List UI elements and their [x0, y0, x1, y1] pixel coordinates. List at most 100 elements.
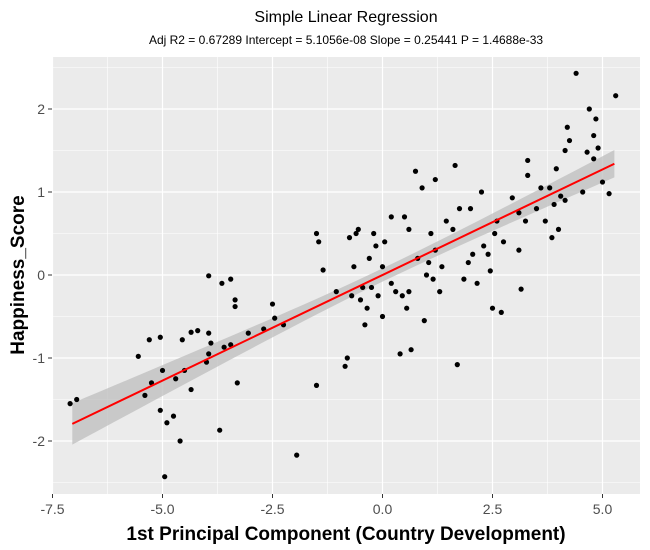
data-point	[349, 293, 355, 299]
data-point	[542, 218, 548, 224]
data-point	[489, 305, 496, 311]
data-point	[206, 351, 212, 357]
data-point	[595, 145, 601, 151]
data-point	[478, 189, 485, 195]
data-point	[219, 280, 225, 286]
data-point	[412, 168, 419, 174]
data-point	[593, 116, 599, 122]
data-point	[516, 210, 522, 216]
data-point	[232, 297, 238, 303]
data-point	[538, 185, 544, 191]
data-point	[388, 280, 394, 286]
data-point	[164, 420, 170, 426]
data-point	[551, 201, 557, 208]
data-point	[142, 392, 148, 398]
data-point	[404, 305, 410, 311]
data-point	[452, 162, 458, 169]
data-point	[470, 251, 476, 257]
data-point	[500, 239, 507, 245]
confidence-band-layer	[72, 150, 615, 445]
data-point	[443, 218, 449, 224]
data-point	[382, 239, 388, 245]
data-point	[573, 70, 579, 76]
data-point	[221, 344, 227, 350]
y-axis-title: Happiness_Score	[8, 195, 29, 354]
x-tick-label: 5.0	[593, 501, 613, 517]
data-point	[379, 313, 386, 320]
data-point	[320, 267, 326, 273]
x-axis-ticks: -7.5 -5.0 -2.5 0.0 2.5 5.0	[40, 494, 612, 517]
y-axis-ticks: -2 -1 0 1 2	[33, 101, 52, 449]
data-point	[313, 382, 320, 388]
data-point	[492, 230, 498, 237]
data-point	[509, 195, 515, 201]
data-point	[179, 337, 185, 343]
data-point	[397, 351, 403, 357]
data-point	[450, 226, 456, 232]
data-point	[344, 355, 350, 361]
chart-subtitle: Adj R2 = 0.67289 Intercept = 5.1056e-08 …	[149, 33, 543, 47]
data-point	[419, 185, 425, 191]
x-tick-label: 0.0	[373, 501, 393, 517]
data-point	[437, 289, 443, 295]
data-point	[375, 293, 381, 299]
data-point	[206, 330, 212, 336]
data-point	[516, 247, 522, 253]
data-point	[547, 185, 553, 191]
regression-line	[71, 162, 615, 425]
data-point	[467, 206, 474, 212]
data-point	[208, 340, 214, 346]
y-tick-label: 0	[37, 267, 45, 283]
data-point	[525, 172, 531, 178]
data-point	[232, 303, 238, 310]
data-point	[351, 264, 357, 270]
data-point	[157, 407, 163, 413]
data-point	[465, 259, 471, 266]
chart-title: Simple Linear Regression	[254, 9, 437, 26]
y-tick-label: 2	[37, 101, 45, 117]
data-point	[439, 264, 445, 270]
data-point	[430, 276, 436, 282]
data-point	[346, 235, 353, 241]
data-point	[562, 197, 568, 203]
data-point	[421, 318, 427, 324]
data-point	[426, 259, 432, 266]
data-point	[261, 326, 267, 332]
data-point	[584, 149, 590, 155]
data-point	[170, 413, 177, 419]
x-tick-label: -5.0	[150, 501, 174, 517]
data-point	[364, 305, 370, 311]
data-point	[368, 284, 375, 291]
data-point	[553, 166, 559, 172]
data-point	[461, 276, 467, 282]
data-point	[408, 347, 414, 353]
data-point	[564, 124, 570, 130]
data-point	[188, 329, 194, 335]
y-tick-label: -2	[33, 433, 46, 449]
data-point	[591, 132, 597, 139]
data-point	[272, 315, 278, 321]
data-point	[366, 255, 372, 261]
data-point	[533, 206, 540, 212]
data-point	[591, 156, 597, 162]
y-tick-label: 1	[37, 184, 45, 200]
data-point	[432, 176, 438, 183]
data-point	[474, 280, 480, 286]
data-point	[393, 289, 399, 295]
data-point	[228, 276, 234, 282]
data-point	[549, 235, 555, 241]
data-point	[269, 301, 276, 307]
data-point	[522, 218, 529, 224]
data-point	[518, 286, 524, 292]
data-point	[599, 179, 606, 185]
data-point	[566, 137, 573, 144]
data-point	[613, 93, 619, 99]
data-point	[580, 189, 586, 195]
data-point	[428, 230, 434, 237]
data-point	[498, 309, 504, 315]
y-tick-label: -1	[33, 350, 46, 366]
data-point	[562, 147, 568, 154]
data-point	[228, 342, 234, 348]
data-point	[195, 328, 201, 334]
